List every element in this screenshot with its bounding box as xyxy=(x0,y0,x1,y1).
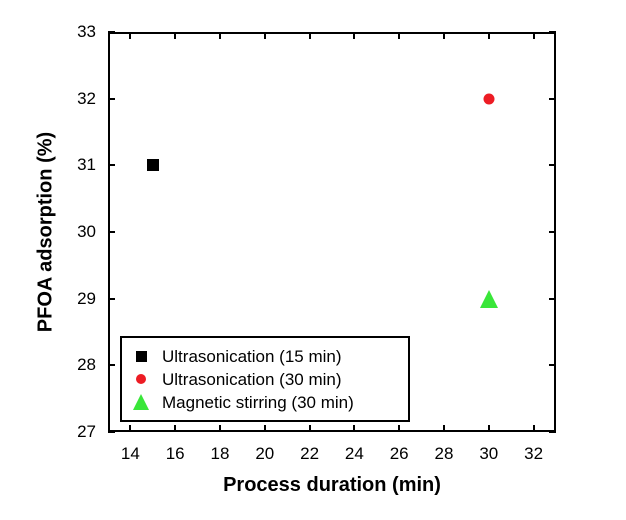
y-tick-label: 27 xyxy=(77,422,96,442)
legend-item-ms30: Magnetic stirring (30 min) xyxy=(130,394,400,411)
y-tick-label: 32 xyxy=(77,89,96,109)
y-tick xyxy=(549,164,556,166)
y-tick xyxy=(549,98,556,100)
x-tick-label: 30 xyxy=(479,444,498,464)
legend-item-us30: Ultrasonication (30 min) xyxy=(130,371,400,388)
legend: Ultrasonication (15 min) Ultrasonication … xyxy=(120,336,410,422)
data-point-us30 xyxy=(483,93,494,104)
data-point-us15 xyxy=(147,159,159,171)
x-tick-label: 20 xyxy=(255,444,274,464)
x-tick-label: 32 xyxy=(524,444,543,464)
x-tick xyxy=(219,425,221,432)
x-tick-label: 18 xyxy=(211,444,230,464)
x-tick xyxy=(353,425,355,432)
x-tick xyxy=(443,425,445,432)
y-tick xyxy=(549,231,556,233)
y-tick-label: 30 xyxy=(77,222,96,242)
legend-item-us15: Ultrasonication (15 min) xyxy=(130,348,400,365)
y-tick xyxy=(549,364,556,366)
x-tick-label: 24 xyxy=(345,444,364,464)
y-tick xyxy=(108,98,115,100)
legend-label: Ultrasonication (30 min) xyxy=(162,371,342,388)
x-tick xyxy=(398,425,400,432)
x-tick xyxy=(488,32,490,39)
y-tick xyxy=(108,364,115,366)
x-tick xyxy=(174,425,176,432)
x-tick xyxy=(174,32,176,39)
legend-label: Ultrasonication (15 min) xyxy=(162,348,342,365)
y-tick xyxy=(108,164,115,166)
x-tick xyxy=(488,425,490,432)
x-tick xyxy=(533,32,535,39)
square-icon xyxy=(130,351,152,362)
y-tick xyxy=(549,298,556,300)
legend-label: Magnetic stirring (30 min) xyxy=(162,394,354,411)
y-tick-label: 31 xyxy=(77,155,96,175)
data-point-ms30 xyxy=(480,290,498,308)
x-tick xyxy=(219,32,221,39)
chart-container: Process duration (min) PFOA adsorption (… xyxy=(0,0,626,520)
x-tick-label: 28 xyxy=(435,444,454,464)
y-tick xyxy=(108,431,115,433)
x-tick xyxy=(309,32,311,39)
x-tick xyxy=(129,425,131,432)
y-tick-label: 33 xyxy=(77,22,96,42)
x-tick xyxy=(264,425,266,432)
x-tick xyxy=(353,32,355,39)
circle-icon xyxy=(130,374,152,384)
x-tick-label: 22 xyxy=(300,444,319,464)
x-tick xyxy=(533,425,535,432)
y-tick xyxy=(108,298,115,300)
x-tick xyxy=(443,32,445,39)
y-tick xyxy=(549,431,556,433)
x-tick xyxy=(129,32,131,39)
x-tick-label: 26 xyxy=(390,444,409,464)
y-axis-label: PFOA adsorption (%) xyxy=(35,132,58,332)
x-axis-label: Process duration (min) xyxy=(223,474,441,497)
x-tick xyxy=(398,32,400,39)
y-tick xyxy=(108,231,115,233)
y-tick xyxy=(108,31,115,33)
x-tick-label: 16 xyxy=(166,444,185,464)
y-tick-label: 28 xyxy=(77,355,96,375)
y-tick xyxy=(549,31,556,33)
y-tick-label: 29 xyxy=(77,289,96,309)
x-tick-label: 14 xyxy=(121,444,140,464)
triangle-icon xyxy=(130,394,152,410)
x-tick xyxy=(264,32,266,39)
x-tick xyxy=(309,425,311,432)
